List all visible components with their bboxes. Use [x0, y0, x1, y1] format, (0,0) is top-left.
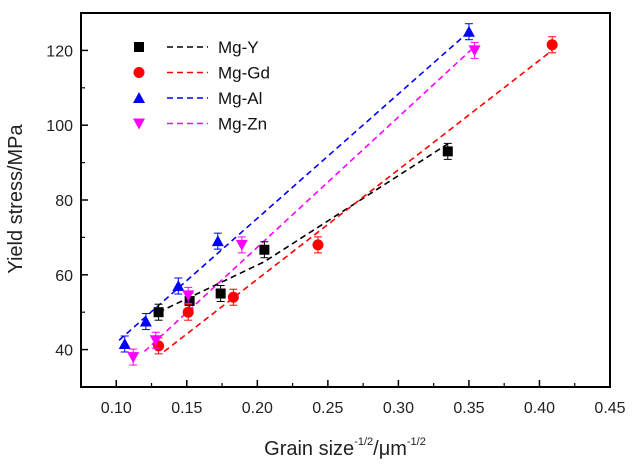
- fit-line-mg-gd: [163, 49, 553, 353]
- data-point-mg-al: [211, 235, 224, 247]
- x-tick-label: 0.10: [101, 400, 132, 417]
- data-point-mg-y: [184, 295, 195, 306]
- data-point-mg-gd: [546, 39, 558, 51]
- data-points: [118, 23, 558, 366]
- fit-line-mg-y: [158, 143, 449, 313]
- legend: Mg-Y Mg-Gd Mg-Al Mg-Zn: [133, 38, 270, 134]
- x-axis-ticks: 0.10 0.15 0.20 0.25 0.30 0.35 0.40 0.45: [101, 380, 626, 417]
- y-tick-label: 60: [55, 268, 73, 285]
- y-tick-label: 80: [55, 193, 73, 210]
- x-tick-label: 0.15: [171, 400, 202, 417]
- y-axis-ticks: 40 60 80 100 120: [46, 43, 88, 360]
- x-tick-label: 0.30: [383, 400, 414, 417]
- legend-marker-mg-gd: [133, 67, 145, 78]
- data-point-mg-al: [172, 280, 185, 292]
- plot-frame: [80, 12, 611, 388]
- data-point-mg-gd: [227, 291, 239, 303]
- x-axis-title: Grain size-1/2/μm-1/2: [264, 436, 426, 460]
- x-tick-label: 0.40: [524, 400, 555, 417]
- data-point-mg-zn: [149, 335, 162, 347]
- x-axis-title-unit-sup: -1/2: [407, 436, 426, 448]
- data-point-mg-zn: [468, 45, 481, 57]
- data-point-mg-y: [259, 244, 270, 255]
- data-point-mg-al: [118, 337, 131, 349]
- y-tick-label: 120: [46, 43, 73, 60]
- legend-marker-mg-al: [133, 92, 145, 103]
- x-axis-title-main: Grain size: [264, 438, 354, 460]
- data-point-mg-zn: [182, 290, 195, 302]
- y-tick-label: 40: [55, 343, 73, 360]
- data-point-mg-zn: [235, 239, 248, 251]
- data-point-mg-al: [462, 25, 475, 37]
- x-tick-label: 0.35: [453, 400, 484, 417]
- data-point-mg-y: [215, 288, 226, 299]
- x-tick-label: 0.20: [242, 400, 273, 417]
- legend-label: Mg-Y: [218, 38, 259, 57]
- fit-lines: [118, 31, 553, 353]
- x-tick-label: 0.25: [312, 400, 343, 417]
- data-point-mg-al: [139, 315, 152, 327]
- fit-line-mg-al: [118, 31, 470, 341]
- fit-line-mg-zn: [143, 46, 476, 353]
- y-tick-label: 100: [46, 118, 73, 135]
- legend-marker-mg-zn: [133, 118, 145, 130]
- data-point-mg-y: [153, 307, 164, 318]
- legend-marker-mg-y: [134, 42, 144, 52]
- data-point-mg-zn: [127, 352, 140, 364]
- data-point-mg-y: [442, 146, 453, 157]
- legend-label: Mg-Zn: [218, 115, 267, 134]
- legend-label: Mg-Al: [218, 89, 262, 108]
- data-point-mg-gd: [312, 239, 324, 251]
- x-axis-title-unit: /μm: [373, 438, 407, 460]
- x-axis-title-sup: -1/2: [354, 436, 373, 448]
- legend-label: Mg-Gd: [218, 64, 270, 83]
- data-point-mg-gd: [182, 306, 194, 318]
- y-axis-title: Yield stress/MPa: [5, 123, 27, 273]
- x-tick-label: 0.45: [594, 400, 625, 417]
